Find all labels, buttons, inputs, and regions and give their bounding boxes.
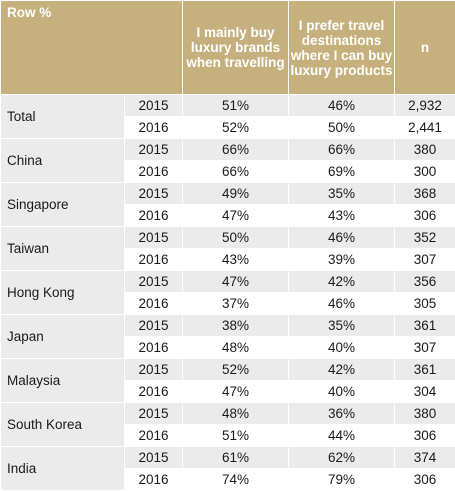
n-value: 306 xyxy=(395,469,455,491)
n-value: 380 xyxy=(395,139,455,161)
luxury-brands-value: 47% xyxy=(183,205,289,227)
luxury-brands-value: 50% xyxy=(183,227,289,249)
year-cell: 2015 xyxy=(125,315,183,337)
year-cell: 2016 xyxy=(125,293,183,315)
travel-destinations-value: 46% xyxy=(289,95,395,117)
n-value: 304 xyxy=(395,381,455,403)
luxury-brands-value: 37% xyxy=(183,293,289,315)
n-value: 361 xyxy=(395,359,455,381)
luxury-brands-value: 66% xyxy=(183,161,289,183)
year-cell: 2015 xyxy=(125,403,183,425)
col-luxury-brands-header: I mainly buy luxury brands when travelli… xyxy=(183,1,289,95)
travel-destinations-value: 42% xyxy=(289,271,395,293)
year-cell: 2016 xyxy=(125,249,183,271)
travel-destinations-value: 35% xyxy=(289,315,395,337)
travel-destinations-value: 46% xyxy=(289,227,395,249)
country-label: Japan xyxy=(1,315,125,359)
n-value: 361 xyxy=(395,315,455,337)
country-label: China xyxy=(1,139,125,183)
n-value: 2,441 xyxy=(395,117,455,139)
travel-destinations-value: 50% xyxy=(289,117,395,139)
n-value: 368 xyxy=(395,183,455,205)
country-label: India xyxy=(1,447,125,491)
country-label: Total xyxy=(1,95,125,139)
year-cell: 2015 xyxy=(125,183,183,205)
luxury-brands-value: 47% xyxy=(183,271,289,293)
luxury-brands-value: 66% xyxy=(183,139,289,161)
travel-destinations-value: 66% xyxy=(289,139,395,161)
travel-destinations-value: 36% xyxy=(289,403,395,425)
travel-destinations-value: 46% xyxy=(289,293,395,315)
travel-destinations-value: 42% xyxy=(289,359,395,381)
year-cell: 2015 xyxy=(125,227,183,249)
n-value: 2,932 xyxy=(395,95,455,117)
n-value: 307 xyxy=(395,337,455,359)
luxury-brands-value: 48% xyxy=(183,337,289,359)
year-cell: 2016 xyxy=(125,425,183,447)
year-cell: 2015 xyxy=(125,95,183,117)
luxury-brands-value: 51% xyxy=(183,95,289,117)
n-value: 307 xyxy=(395,249,455,271)
n-value: 300 xyxy=(395,161,455,183)
year-cell: 2016 xyxy=(125,205,183,227)
luxury-brands-value: 52% xyxy=(183,117,289,139)
luxury-brands-value: 47% xyxy=(183,381,289,403)
n-value: 374 xyxy=(395,447,455,469)
travel-destinations-value: 40% xyxy=(289,381,395,403)
luxury-brands-value: 38% xyxy=(183,315,289,337)
n-value: 356 xyxy=(395,271,455,293)
year-cell: 2015 xyxy=(125,139,183,161)
travel-destinations-value: 35% xyxy=(289,183,395,205)
country-label: South Korea xyxy=(1,403,125,447)
n-value: 352 xyxy=(395,227,455,249)
country-label: Hong Kong xyxy=(1,271,125,315)
row-pct-header: Row % xyxy=(1,1,183,95)
year-cell: 2016 xyxy=(125,161,183,183)
n-value: 306 xyxy=(395,425,455,447)
year-cell: 2015 xyxy=(125,271,183,293)
year-cell: 2016 xyxy=(125,381,183,403)
luxury-brands-value: 61% xyxy=(183,447,289,469)
year-cell: 2016 xyxy=(125,337,183,359)
travel-destinations-value: 39% xyxy=(289,249,395,271)
luxury-brands-value: 51% xyxy=(183,425,289,447)
n-value: 380 xyxy=(395,403,455,425)
travel-destinations-value: 40% xyxy=(289,337,395,359)
n-value: 305 xyxy=(395,293,455,315)
year-cell: 2015 xyxy=(125,447,183,469)
year-cell: 2015 xyxy=(125,359,183,381)
travel-destinations-value: 44% xyxy=(289,425,395,447)
col-travel-destinations-header: I prefer travel destinations where I can… xyxy=(289,1,395,95)
luxury-brands-value: 48% xyxy=(183,403,289,425)
travel-destinations-value: 79% xyxy=(289,469,395,491)
travel-destinations-value: 43% xyxy=(289,205,395,227)
luxury-brands-value: 43% xyxy=(183,249,289,271)
country-label: Singapore xyxy=(1,183,125,227)
col-n-header: n xyxy=(395,1,455,95)
year-cell: 2016 xyxy=(125,469,183,491)
country-label: Taiwan xyxy=(1,227,125,271)
country-label: Malaysia xyxy=(1,359,125,403)
luxury-brands-value: 49% xyxy=(183,183,289,205)
year-cell: 2016 xyxy=(125,117,183,139)
n-value: 306 xyxy=(395,205,455,227)
travel-destinations-value: 69% xyxy=(289,161,395,183)
luxury-brands-value: 74% xyxy=(183,469,289,491)
header-row: Row % I mainly buy luxury brands when tr… xyxy=(1,1,455,95)
luxury-brands-value: 52% xyxy=(183,359,289,381)
travel-destinations-value: 62% xyxy=(289,447,395,469)
